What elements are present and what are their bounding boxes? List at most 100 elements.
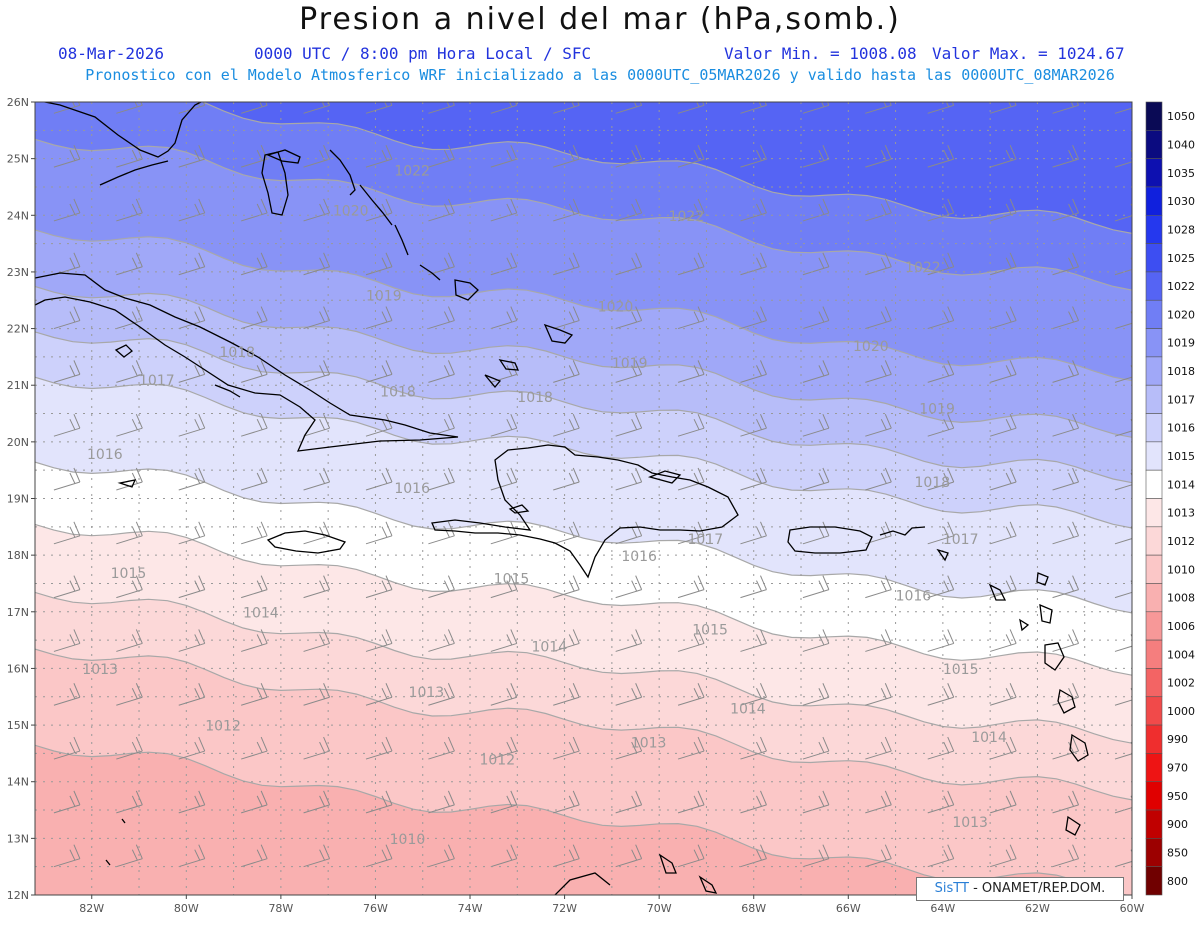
wind-barb [802, 413, 830, 437]
colorbar-swatch [1145, 554, 1163, 584]
wind-barb [989, 629, 1017, 652]
wind-barb [1052, 413, 1080, 437]
wind-barb [1052, 629, 1080, 652]
wind-barb [303, 413, 331, 437]
colorbar-label: 850 [1167, 847, 1188, 860]
colorbar-swatch [1145, 809, 1163, 839]
isobar-label: 1014 [730, 702, 766, 718]
wind-barb [178, 629, 206, 652]
wind-barb [1052, 306, 1080, 330]
lon-label: 78W [268, 902, 293, 915]
wind-barb [615, 521, 643, 545]
wind-barb [802, 198, 830, 222]
wind-barb [241, 252, 268, 276]
isobar-label: 1012 [205, 719, 241, 735]
wind-barb [989, 306, 1017, 330]
lon-label: 62W [1025, 902, 1050, 915]
wind-barb [241, 521, 268, 545]
lon-label: 74W [458, 902, 483, 915]
lat-label: 15N [7, 719, 29, 732]
wind-barb [303, 252, 331, 276]
small-island-1 [105, 859, 111, 866]
wind-barb [116, 629, 143, 652]
wind-barb [116, 198, 143, 222]
isobar-label: 1022 [905, 260, 941, 276]
isobar-label: 1022 [669, 209, 705, 225]
colorbar-label: 800 [1167, 875, 1188, 888]
wind-barb [116, 683, 143, 706]
wind-barb [365, 629, 393, 652]
isobar-line [35, 138, 1132, 291]
wind-barb [365, 306, 393, 330]
wind-barb [365, 521, 393, 545]
colorbar-label: 1016 [1167, 422, 1195, 435]
wind-barb [865, 844, 892, 868]
colorbar-label: 900 [1167, 818, 1188, 831]
colorbar-label: 950 [1167, 790, 1188, 803]
wind-barb [178, 144, 206, 168]
wind-barb [553, 413, 580, 437]
wind-barb [241, 198, 268, 222]
wind-barb [677, 252, 705, 276]
isobar-label: 1019 [612, 356, 648, 372]
wind-barb [178, 306, 206, 330]
wind-barb [178, 467, 206, 491]
colorbar-label: 970 [1167, 762, 1188, 775]
wind-barb [53, 575, 81, 599]
wind-barb [1052, 360, 1080, 383]
wind-barb [303, 198, 331, 222]
samana-coastline [647, 470, 682, 484]
wind-barb [677, 790, 705, 814]
wind-barb [116, 844, 143, 868]
wind-barb [553, 736, 580, 760]
wind-barb [802, 360, 830, 383]
lat-label: 22N [7, 323, 29, 336]
colorbar-swatch [1145, 130, 1163, 159]
pressure-map: 26N 25N 24N 23N 22N 21N 20N 19N 18N 17N 16N 15N 14N 1… [7, 96, 1195, 915]
cuba-coastline [35, 272, 459, 452]
wind-barb [865, 198, 892, 222]
lon-label: 76W [363, 902, 388, 915]
wind-barb [490, 683, 518, 706]
wind-barb [490, 575, 518, 599]
colorbar-label: 1004 [1167, 648, 1195, 661]
wind-barb [116, 252, 143, 276]
max-value: Valor Max. = 1024.67 [932, 44, 1125, 63]
wind-barb [53, 736, 81, 760]
colorbar-swatch [1145, 158, 1163, 188]
forecast-info-line: 08-Mar-2026 0000 UTC / 8:00 pm Hora Loca… [0, 44, 1200, 64]
wind-barb [241, 306, 268, 330]
small-island-2 [121, 818, 126, 824]
wind-barb [53, 198, 81, 222]
colorbar-label: 1040 [1167, 138, 1195, 151]
wind-barb [178, 790, 206, 814]
wind-barbs [53, 102, 1132, 868]
colorbar-label: 1013 [1167, 507, 1195, 520]
wind-barb [53, 790, 81, 814]
wind-barb [303, 629, 331, 652]
wind-barb [615, 629, 643, 652]
isobar-label: 1013 [631, 736, 667, 752]
wind-barb [428, 144, 455, 168]
colorbar-label: 1012 [1167, 535, 1195, 548]
wind-barb [241, 467, 268, 491]
map-axes: 26N 25N 24N 23N 22N 21N 20N 19N 18N 17N 16N 15N 14N 1… [7, 96, 1145, 915]
colorbar-label: 1030 [1167, 195, 1195, 208]
colorbar-label: 990 [1167, 733, 1188, 746]
abc-islands [658, 853, 677, 874]
wind-barb [927, 252, 955, 276]
isobar-label: 1013 [82, 662, 118, 678]
wind-barb [241, 360, 268, 383]
wind-barb [553, 521, 580, 545]
isobar-label: 1019 [366, 288, 402, 304]
wind-barb [553, 252, 580, 276]
wind-barb [677, 575, 705, 599]
long-island-coastline [394, 224, 409, 256]
wind-barb [490, 144, 518, 168]
exuma-coastline [359, 184, 393, 226]
colorbar-label: 1025 [1167, 252, 1195, 265]
lat-label: 25N [7, 153, 29, 166]
wind-barb [865, 790, 892, 814]
wind-barb [116, 306, 143, 330]
colorbar-swatch [1145, 526, 1163, 556]
